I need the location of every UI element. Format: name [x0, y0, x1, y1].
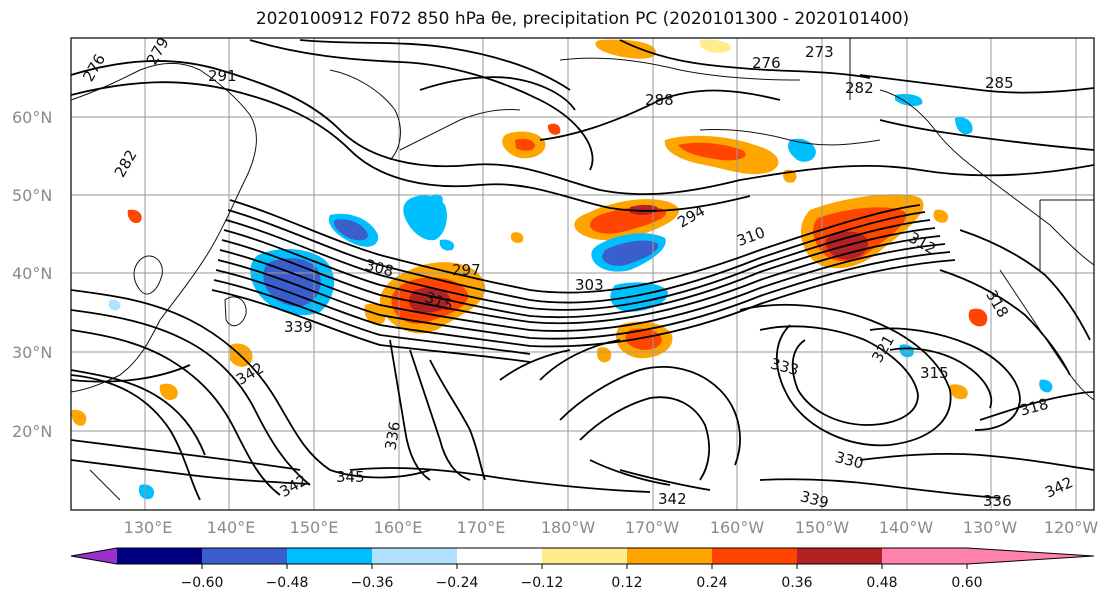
- contour-label: 288: [645, 91, 674, 109]
- colorbar-segment: [882, 548, 967, 564]
- contour-label: 291: [208, 67, 237, 85]
- colorbar-segment: [627, 548, 712, 564]
- lat-label: 20°N: [12, 422, 52, 441]
- colorbar-tick-label: 0.60: [951, 575, 982, 591]
- lon-label: 170°E: [457, 518, 506, 537]
- map-area: 276 279 282 291 288 276 273 282 285 294 …: [71, 38, 1094, 512]
- lon-label: 140°W: [879, 518, 934, 537]
- lat-label: 40°N: [12, 264, 52, 283]
- colorbar-segment: [287, 548, 372, 564]
- colorbar-segment: [457, 548, 542, 564]
- colorbar-tick-label: 0.48: [866, 575, 897, 591]
- contour-label: 336: [381, 420, 404, 451]
- colorbar-tick-label: 0.24: [696, 575, 727, 591]
- colorbar-extend-min: [71, 548, 117, 564]
- theta-e-contours: [71, 39, 1094, 501]
- contour-label: 276: [752, 54, 781, 72]
- lon-label: 170°W: [625, 518, 680, 537]
- lat-label: 30°N: [12, 343, 52, 362]
- contour-label: 282: [845, 79, 874, 97]
- coastlines: [71, 38, 1094, 501]
- lon-label: 160°E: [374, 518, 423, 537]
- contour-label: 273: [805, 43, 834, 61]
- contour-label: 297: [452, 261, 481, 279]
- lon-label: 130°W: [963, 518, 1018, 537]
- colorbar-tick-label: 0.36: [781, 575, 812, 591]
- contour-label: 342: [658, 490, 687, 508]
- colorbar: −0.60 −0.48 −0.36 −0.24 −0.12 0.12 0.24 …: [70, 547, 1095, 591]
- colorbar-segment: [202, 548, 287, 564]
- colorbar-tick-label: −0.48: [266, 575, 309, 591]
- longitude-labels: 130°E 140°E 150°E 160°E 170°E 180°W 170°…: [124, 518, 1099, 537]
- colorbar-tick-label: −0.12: [521, 575, 564, 591]
- colorbar-segment: [117, 548, 202, 564]
- colorbar-extend-max: [967, 548, 1094, 564]
- contour-label: 339: [284, 318, 313, 336]
- colorbar-tick-label: −0.24: [436, 575, 479, 591]
- colorbar-segment: [372, 548, 457, 564]
- colorbar-tick-labels: −0.60 −0.48 −0.36 −0.24 −0.12 0.12 0.24 …: [181, 575, 983, 591]
- lon-label: 150°W: [795, 518, 850, 537]
- map-frame: [70, 37, 1095, 511]
- contour-label: 285: [985, 74, 1014, 92]
- colorbar-segment: [797, 548, 882, 564]
- colorbar-tick-label: −0.60: [181, 575, 224, 591]
- lon-label: 160°W: [710, 518, 765, 537]
- lon-label: 150°E: [290, 518, 339, 537]
- latitude-labels: 60°N 50°N 40°N 30°N 20°N: [12, 108, 52, 441]
- colorbar-ticks: [201, 564, 968, 569]
- lat-label: 60°N: [12, 108, 52, 127]
- lat-label: 50°N: [12, 186, 52, 205]
- colorbar-tick-label: −0.36: [351, 575, 394, 591]
- contour-label: 303: [575, 276, 604, 294]
- colorbar-segment: [712, 548, 797, 564]
- colorbar-tick-label: 0.12: [611, 575, 642, 591]
- lon-label: 120°W: [1044, 518, 1099, 537]
- contour-label: 336: [983, 492, 1012, 510]
- contour-label: 345: [336, 468, 365, 486]
- plot-title: 2020100912 F072 850 hPa θe, precipitatio…: [255, 9, 910, 29]
- contour-labels: 276 279 282 291 288 276 273 282 285 294 …: [79, 38, 1076, 512]
- lon-label: 180°W: [541, 518, 596, 537]
- contour-label: 315: [920, 364, 949, 382]
- lon-label: 140°E: [207, 518, 256, 537]
- colorbar-segment: [542, 548, 627, 564]
- lon-label: 130°E: [124, 518, 173, 537]
- contour-label: 339: [798, 487, 830, 512]
